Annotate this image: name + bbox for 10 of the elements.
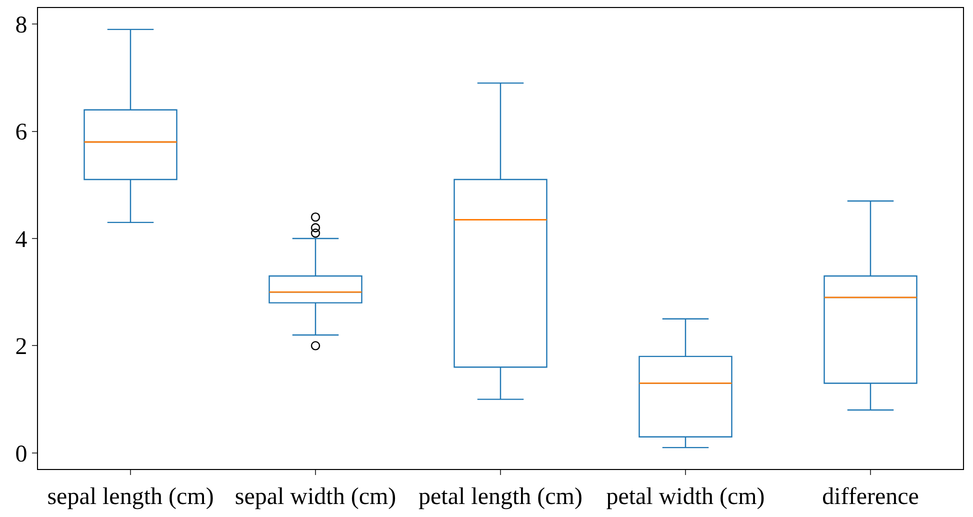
- x-tick-label: sepal length (cm): [47, 484, 214, 510]
- x-tick-label: difference: [822, 484, 919, 510]
- x-tick-label: sepal width (cm): [234, 484, 396, 510]
- y-tick-label: 0: [15, 441, 28, 468]
- x-tick-label: petal length (cm): [418, 484, 582, 510]
- x-tick-label: petal width (cm): [606, 484, 765, 510]
- y-tick-label: 6: [15, 120, 28, 146]
- y-tick-label: 8: [15, 12, 28, 38]
- y-tick-label: 2: [15, 334, 28, 360]
- y-tick-label: 4: [15, 226, 28, 253]
